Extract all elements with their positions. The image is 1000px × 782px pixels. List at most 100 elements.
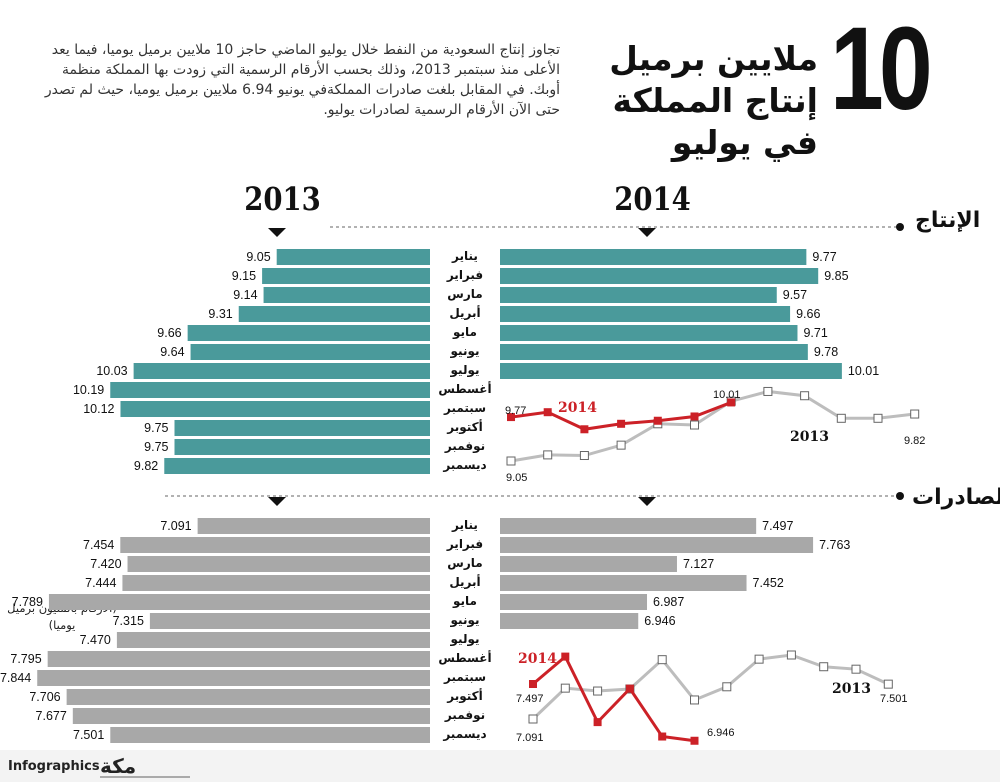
exports-month-label: أغسطس — [438, 651, 492, 665]
production-2013-point — [910, 409, 920, 419]
exports-2014-bar — [500, 575, 747, 591]
exports-2013-bar — [72, 708, 430, 724]
production-2013-start-label: 9.05 — [506, 472, 527, 484]
production-2013-value: 9.75 — [144, 440, 168, 454]
production-2014-value: 9.57 — [783, 288, 807, 302]
exports-2013-value: 7.501 — [73, 728, 104, 742]
production-2013-point — [506, 456, 516, 466]
production-2014-end-label: 10.01 — [713, 389, 741, 401]
production-2014-value: 9.71 — [803, 326, 827, 340]
exports-2013-point — [722, 682, 732, 692]
exports-2013-point — [883, 679, 893, 689]
exports-month-label: مارس — [447, 556, 483, 570]
production-divider-arrow-0 — [268, 228, 286, 237]
production-2013-bar — [238, 306, 430, 322]
production-2014-bar — [500, 306, 791, 322]
production-2014-point — [580, 425, 589, 434]
production-2013-value: 9.82 — [134, 459, 158, 473]
production-2013-point — [579, 451, 589, 461]
production-2013-value: 10.03 — [96, 364, 127, 378]
production-2014-bar — [500, 249, 807, 265]
production-2013-point — [836, 413, 846, 423]
production-month-label: ديسمبر — [443, 458, 487, 472]
headline-title: ملايين برميل إنتاج المملكة في يوليو — [609, 39, 818, 162]
production-month-label: مارس — [447, 287, 483, 301]
exports-2013-bar — [66, 689, 430, 705]
exports-month-label: نوفمبر — [444, 708, 486, 722]
exports-2013-value: 7.091 — [160, 519, 191, 533]
exports-divider-arrow-1 — [638, 497, 656, 506]
exports-2014-value: 7.127 — [683, 557, 714, 571]
production-2013-point — [800, 391, 810, 401]
production-2013-bar — [263, 287, 430, 303]
production-2014-value: 9.77 — [812, 250, 836, 264]
exports-2014-end-label: 6.946 — [707, 727, 735, 739]
exports-2013-point — [690, 695, 699, 705]
production-2014-value: 9.85 — [824, 269, 848, 283]
production-2013-bar — [174, 420, 430, 436]
exports-2013-bar — [110, 727, 431, 743]
production-2013-end-label: 9.82 — [904, 435, 925, 447]
production-2014-value: 9.78 — [814, 345, 838, 359]
exports-2014-point — [593, 718, 602, 727]
production-month-label: نوفمبر — [444, 439, 486, 453]
exports-2014-line — [532, 654, 695, 743]
production-2014-bar — [500, 268, 819, 284]
production-2013-bar — [133, 363, 430, 379]
exports-2013-end-label: 7.501 — [880, 693, 908, 705]
production-divider-arrow-1 — [638, 228, 656, 237]
production-2013-value: 10.19 — [73, 383, 104, 397]
exports-2013-value: 7.677 — [36, 709, 67, 723]
production-2014-point — [653, 416, 662, 425]
production-2014-point — [507, 413, 515, 422]
exports-2014-series-label: 2014 — [518, 651, 557, 667]
production-2013-bar — [110, 382, 430, 398]
exports-2013-series-label: 2013 — [832, 681, 871, 697]
production-2013-point — [616, 440, 626, 450]
year-right-label: 2014 — [614, 180, 691, 218]
exports-2013-bar — [197, 518, 430, 534]
exports-2014-bar — [500, 594, 648, 610]
exports-2014-bar — [500, 613, 639, 629]
exports-2013-value: 7.795 — [10, 652, 41, 666]
production-2013-bar — [187, 325, 430, 341]
production-month-label: مايو — [453, 325, 477, 339]
production-2013-point — [873, 413, 883, 423]
exports-divider-arrow-0 — [268, 497, 286, 506]
exports-2014-point — [529, 680, 537, 688]
production-2014-bar — [500, 344, 808, 360]
production-2013-value: 9.14 — [233, 288, 257, 302]
exports-2013-value: 7.420 — [90, 557, 121, 571]
exports-2013-value: 7.789 — [12, 595, 43, 609]
exports-month-label: فبراير — [446, 537, 484, 551]
production-2014-value: 9.66 — [796, 307, 820, 321]
exports-2013-point — [851, 664, 861, 674]
exports-divider-dot — [896, 492, 904, 500]
production-divider-dot — [896, 223, 904, 231]
production-month-label: يناير — [452, 249, 478, 263]
exports-2013-value: 7.454 — [83, 538, 114, 552]
production-2013-series-label: 2013 — [790, 429, 829, 445]
production-2013-bar — [120, 401, 430, 417]
exports-2013-start-label: 7.091 — [516, 732, 544, 744]
production-2014-point — [690, 412, 699, 421]
production-2013-value: 10.12 — [83, 402, 114, 416]
production-2013-value: 9.05 — [246, 250, 270, 264]
exports-2014-value: 7.497 — [762, 519, 793, 533]
production-2013-point — [763, 386, 773, 396]
exports-2013-bar — [48, 594, 431, 610]
exports-2013-point — [528, 714, 538, 724]
exports-2014-point — [625, 684, 634, 693]
exports-2013-value: 7.444 — [85, 576, 116, 590]
production-2014-series-label: 2014 — [558, 400, 597, 416]
exports-month-label: مايو — [453, 594, 477, 608]
exports-month-label: ديسمبر — [443, 727, 487, 741]
production-2013-bar — [262, 268, 430, 284]
year-left-label: 2013 — [244, 180, 321, 218]
exports-2013-line — [531, 653, 889, 721]
exports-2013-bar — [116, 632, 430, 648]
exports-2014-point — [658, 732, 667, 741]
exports-month-label: يونيو — [450, 613, 480, 627]
production-month-label: يوليو — [450, 363, 480, 377]
exports-2014-bar — [500, 537, 814, 553]
